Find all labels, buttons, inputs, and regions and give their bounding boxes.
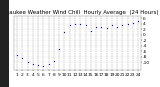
Title: Milwaukee Weather Wind Chill  Hourly Average  (24 Hours): Milwaukee Weather Wind Chill Hourly Aver…: [0, 10, 158, 15]
